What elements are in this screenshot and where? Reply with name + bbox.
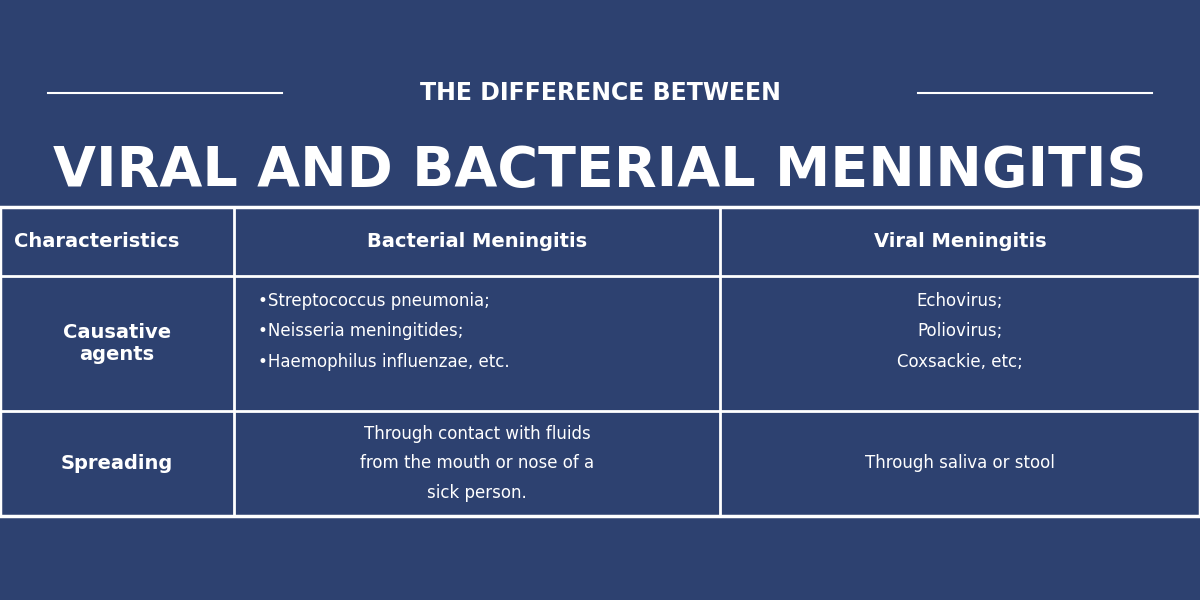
Text: Through contact with fluids
from the mouth or nose of a
sick person.: Through contact with fluids from the mou…	[360, 425, 594, 502]
Text: •Streptococcus pneumonia;
•Neisseria meningitides;
•Haemophilus influenzae, etc.: •Streptococcus pneumonia; •Neisseria men…	[258, 292, 510, 371]
Text: Through saliva or stool: Through saliva or stool	[865, 455, 1055, 473]
Text: Viral Meningitis: Viral Meningitis	[874, 232, 1046, 251]
Text: Causative
agents: Causative agents	[62, 323, 172, 364]
Bar	[0, 207, 1200, 516]
Text: THE DIFFERENCE BETWEEN: THE DIFFERENCE BETWEEN	[420, 81, 780, 105]
Text: Characteristics: Characteristics	[14, 232, 180, 251]
Text: VIRAL AND BACTERIAL MENINGITIS: VIRAL AND BACTERIAL MENINGITIS	[53, 144, 1147, 198]
Text: Spreading: Spreading	[61, 454, 173, 473]
Text: Bacterial Meningitis: Bacterial Meningitis	[367, 232, 587, 251]
Text: Echovirus;
Poliovirus;
Coxsackie, etc;: Echovirus; Poliovirus; Coxsackie, etc;	[898, 292, 1022, 371]
